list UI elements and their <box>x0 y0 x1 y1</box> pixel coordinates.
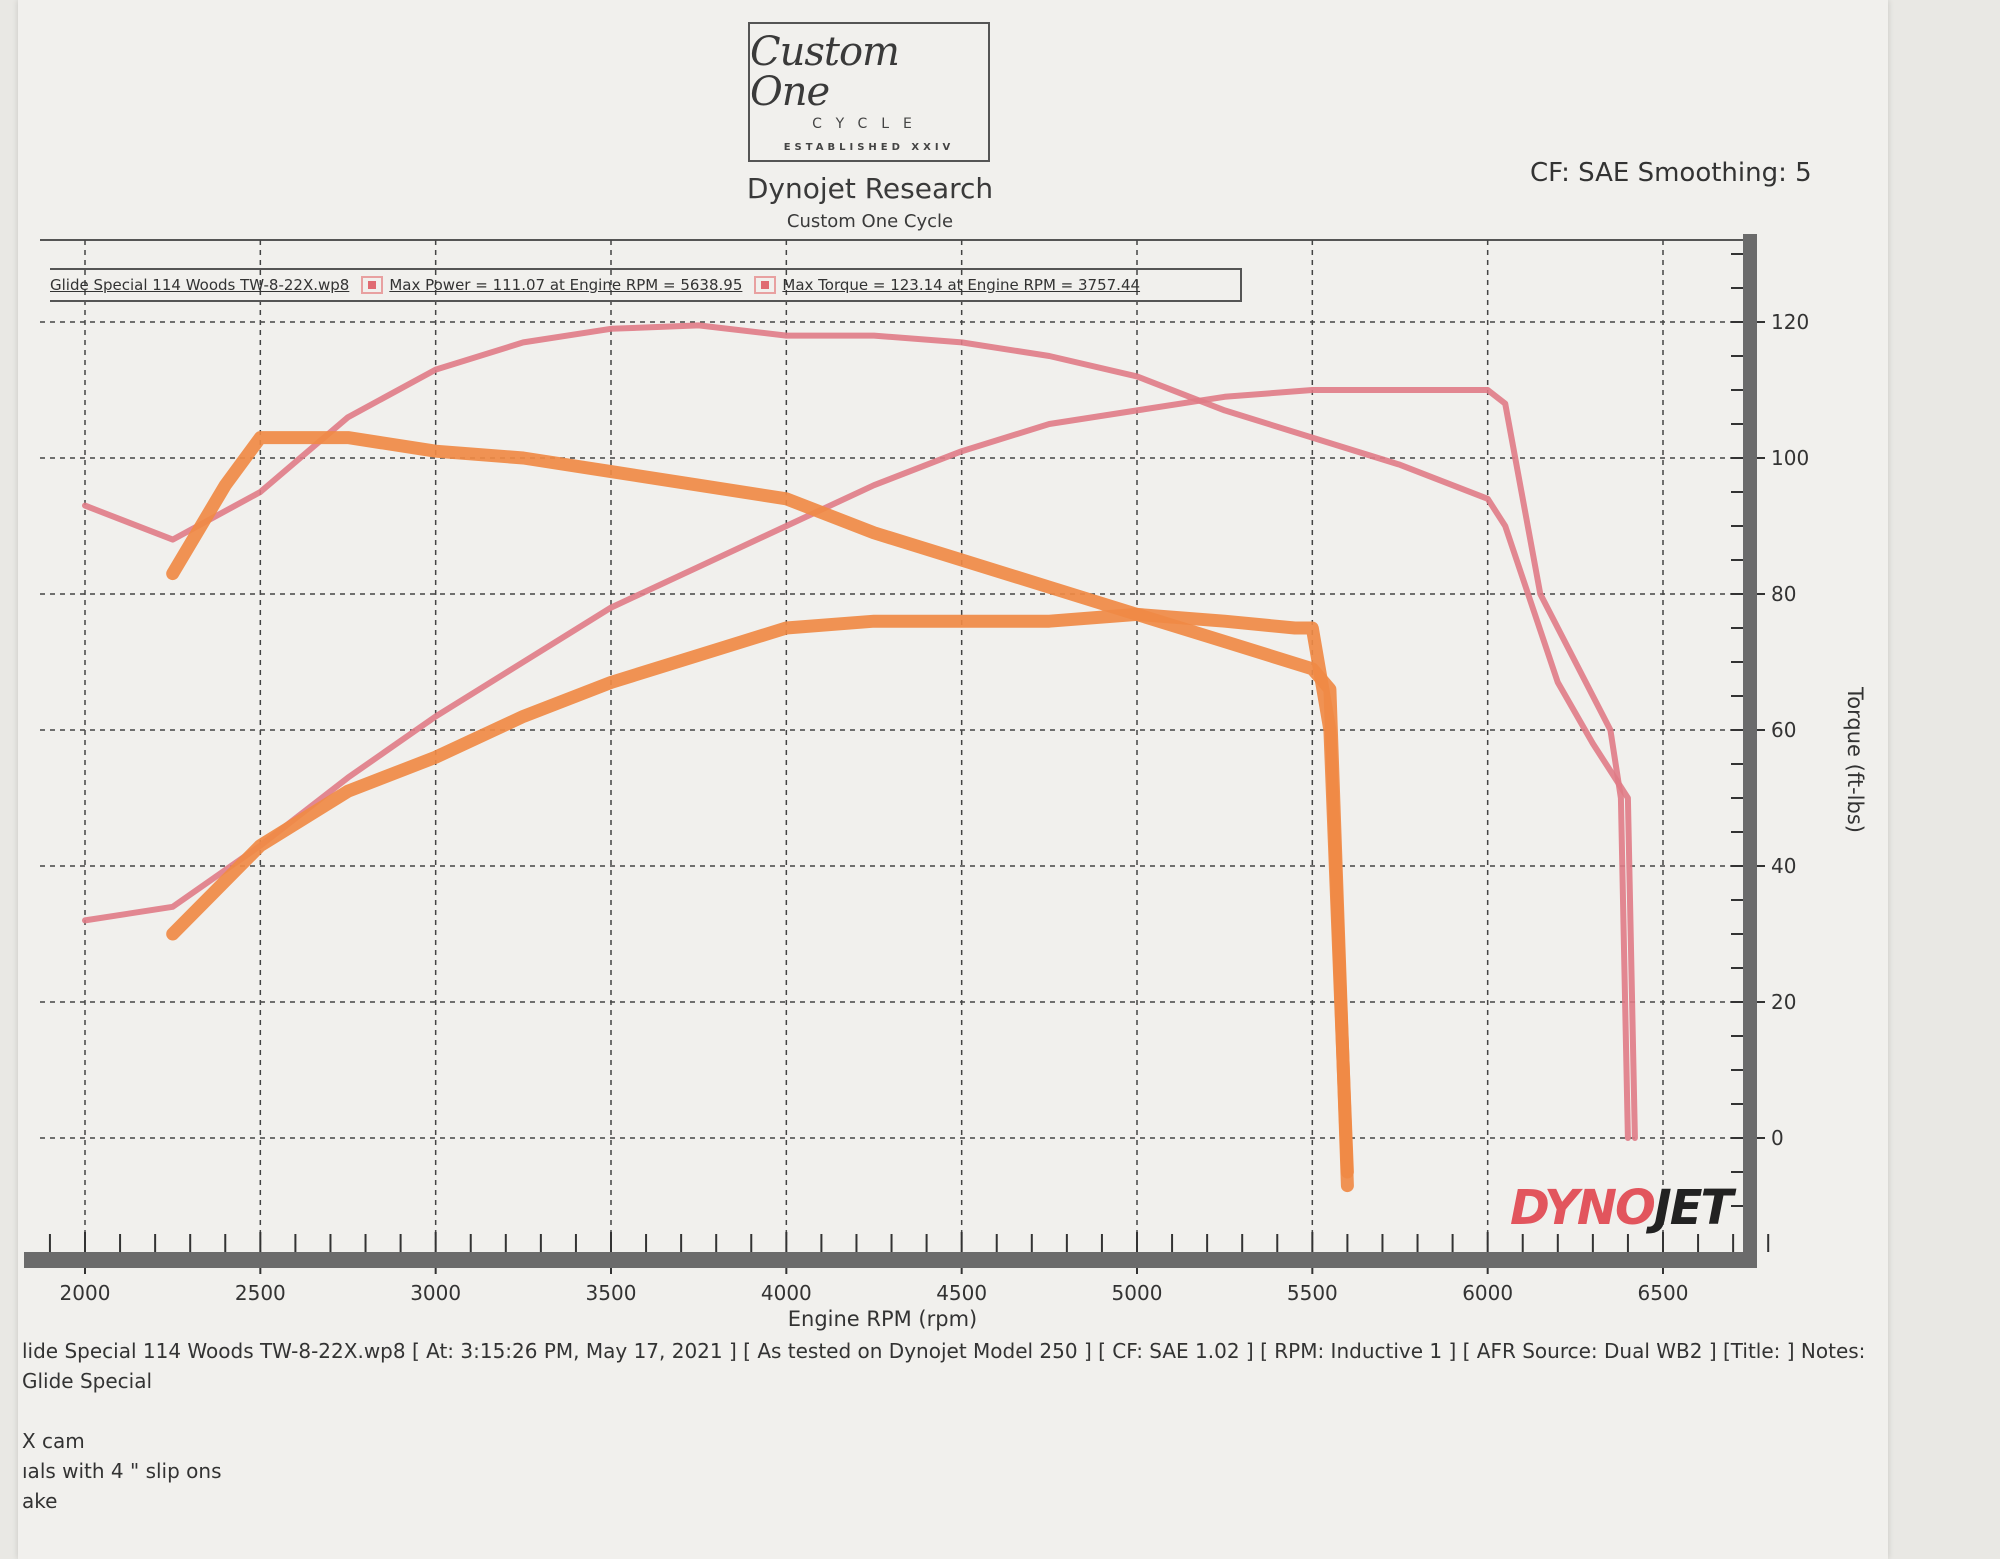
y-tick-label: 20 <box>1771 990 1796 1014</box>
correction-factor-label: CF: SAE Smoothing: 5 <box>1530 158 1812 188</box>
footer-notes-line: X cam <box>22 1429 85 1453</box>
x-axis-label: Engine RPM (rpm) <box>788 1307 978 1331</box>
x-tick-label: 2000 <box>60 1281 111 1305</box>
x-tick-label: 5500 <box>1287 1281 1338 1305</box>
hand-drawn-curve <box>166 607 1354 1179</box>
y-axis-label: Torque (ft-lbs) <box>1843 686 1867 833</box>
legend-swatch-torque <box>754 276 777 294</box>
hand-drawn-curve <box>166 431 1354 1193</box>
printout-page <box>18 0 1888 1559</box>
y-tick-label: 80 <box>1771 582 1796 606</box>
x-tick-label: 4000 <box>761 1281 812 1305</box>
logo-cycle-text: CYCLE <box>812 115 926 132</box>
y-tick-label: 40 <box>1771 854 1796 878</box>
x-tick-label: 4500 <box>936 1281 987 1305</box>
chart-legend: Glide Special 114 Woods TW-8-22X.wp8 Max… <box>50 268 1242 302</box>
dynojet-logo-jet: JET <box>1653 1180 1733 1236</box>
y-tick-label: 120 <box>1771 310 1809 334</box>
printed-curve <box>82 387 1631 1141</box>
legend-file-name: Glide Special 114 Woods TW-8-22X.wp8 <box>50 276 350 294</box>
x-tick-label: 3000 <box>410 1281 461 1305</box>
logo-established-text: ESTABLISHED XXIV <box>783 141 955 153</box>
custom-one-logo: Custom One CYCLE ESTABLISHED XXIV <box>748 22 990 162</box>
y-tick-label: 100 <box>1771 446 1809 470</box>
x-tick-label: 6500 <box>1638 1281 1689 1305</box>
footer-notes-line: ake <box>22 1489 58 1513</box>
legend-swatch-power <box>361 276 384 294</box>
printed-curve <box>82 322 1638 1141</box>
y-tick-label: 60 <box>1771 718 1796 742</box>
dynojet-logo: DYNOJET <box>1510 1180 1733 1236</box>
y-axis-bar <box>1743 234 1757 1264</box>
logo-script-text: Custom One <box>750 28 900 115</box>
run-info-footer: lide Special 114 Woods TW-8-22X.wp8 [ At… <box>22 1336 1865 1516</box>
footer-notes-line: Glide Special <box>22 1369 153 1393</box>
x-tick-label: 5000 <box>1112 1281 1163 1305</box>
footer-notes-line: ıals with 4 " slip ons <box>22 1459 222 1483</box>
legend-max-torque: Max Torque = 123.14 at Engine RPM = 3757… <box>782 276 1141 294</box>
chart-subtitle: Custom One Cycle <box>786 211 954 232</box>
dynojet-logo-dyno: DYNO <box>1510 1180 1656 1236</box>
footer-notes-line <box>22 1396 1865 1426</box>
x-tick-label: 2500 <box>235 1281 286 1305</box>
legend-max-power: Max Power = 111.07 at Engine RPM = 5638.… <box>389 276 743 294</box>
y-tick-label: 0 <box>1771 1126 1784 1150</box>
chart-title: Dynojet Research <box>746 172 994 205</box>
footer-run-details: lide Special 114 Woods TW-8-22X.wp8 [ At… <box>22 1339 1866 1363</box>
x-tick-label: 3500 <box>586 1281 637 1305</box>
x-tick-label: 6000 <box>1462 1281 1513 1305</box>
x-axis-bar <box>24 1252 1757 1268</box>
